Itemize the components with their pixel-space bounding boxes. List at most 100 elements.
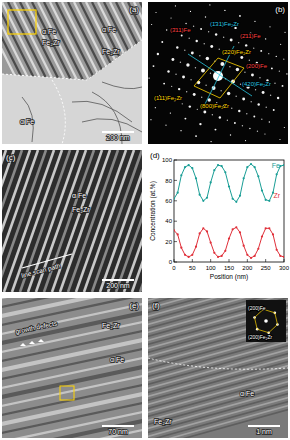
lamella bbox=[62, 2, 102, 82]
data-point bbox=[232, 198, 234, 200]
boundary bbox=[2, 40, 142, 80]
diffraction-spot bbox=[165, 125, 166, 126]
x-axis-label: Position (nm) bbox=[210, 273, 248, 281]
data-point bbox=[228, 237, 230, 239]
lamella bbox=[52, 150, 102, 292]
lamella bbox=[100, 150, 142, 292]
data-point bbox=[202, 200, 204, 202]
diffraction-spot bbox=[266, 107, 267, 108]
y-tick bbox=[174, 221, 177, 222]
diffraction-spot bbox=[186, 91, 187, 92]
data-point bbox=[177, 233, 179, 235]
panel-label: (e) bbox=[129, 301, 139, 310]
diffraction-spot bbox=[284, 127, 285, 128]
data-point bbox=[239, 231, 241, 233]
diffraction-spot bbox=[269, 121, 270, 122]
annotation: Fe₂Zr bbox=[154, 418, 172, 425]
diffraction-spot bbox=[195, 135, 197, 137]
diffraction-spot bbox=[274, 82, 275, 83]
diffraction-spot bbox=[261, 119, 262, 120]
defect-arrow bbox=[20, 343, 26, 346]
x-tick-label: 100 bbox=[206, 265, 217, 271]
dislocation bbox=[82, 119, 142, 132]
lattice-fringe bbox=[148, 380, 288, 430]
lattice-fringe bbox=[148, 404, 288, 438]
lamella bbox=[2, 437, 142, 438]
lamella bbox=[92, 2, 132, 82]
diffraction-spot bbox=[229, 66, 230, 67]
data-point bbox=[206, 197, 208, 199]
lamella bbox=[2, 338, 142, 372]
y-tick-label: 60 bbox=[165, 198, 172, 204]
diffraction-spot bbox=[283, 58, 284, 59]
panel: α FeFe₂Zrline scan path(c)200 nm bbox=[0, 150, 190, 292]
data-point bbox=[224, 250, 226, 252]
diffraction-spot bbox=[189, 105, 191, 107]
figure: α FeFe₂Zrα FeFe₂Zrα Fe(a)200 nm(3̄11)Fe(… bbox=[0, 0, 290, 440]
data-point bbox=[188, 164, 190, 166]
lamella bbox=[26, 2, 66, 82]
data-point bbox=[265, 199, 267, 201]
diffraction-spot bbox=[148, 77, 149, 78]
legend-label: Zr bbox=[273, 192, 280, 199]
data-point bbox=[257, 175, 259, 177]
lamella bbox=[84, 150, 134, 292]
annotation: α Fe bbox=[20, 118, 34, 125]
y-tick-label: 80 bbox=[165, 178, 172, 184]
scale-label: 1 nm bbox=[256, 428, 272, 435]
data-point bbox=[254, 255, 256, 257]
panel: α FeFe₂Zr(200)Fe(200)Fe₂Zr(f)1 nm bbox=[128, 208, 290, 440]
diffraction-spot bbox=[224, 10, 225, 11]
annotation: growth defects bbox=[15, 319, 59, 336]
diffraction-spot bbox=[208, 98, 211, 101]
boundary bbox=[52, 80, 65, 144]
data-point bbox=[195, 177, 197, 179]
diffraction-spot bbox=[230, 38, 233, 41]
lamella bbox=[32, 2, 72, 82]
series-line bbox=[174, 227, 284, 258]
x-tick bbox=[192, 259, 193, 262]
x-tick-label: 200 bbox=[242, 265, 253, 271]
lamella bbox=[116, 150, 142, 292]
diffraction-spot bbox=[245, 44, 247, 46]
diffraction-spot bbox=[204, 43, 205, 44]
data-point bbox=[184, 166, 186, 168]
fft-center bbox=[264, 319, 268, 323]
diffraction-spot bbox=[170, 112, 171, 113]
data-point bbox=[250, 163, 252, 165]
x-tick bbox=[284, 259, 285, 262]
y-tick-label: 40 bbox=[165, 218, 172, 224]
diffraction-spot bbox=[282, 85, 284, 87]
y-tick bbox=[174, 241, 177, 242]
lamella bbox=[108, 150, 142, 292]
zone-line bbox=[204, 46, 234, 106]
zone-line bbox=[188, 54, 252, 96]
diffraction-spot bbox=[170, 17, 171, 18]
panel-label: (b) bbox=[275, 5, 285, 14]
data-point bbox=[174, 198, 175, 200]
lamella bbox=[2, 374, 142, 408]
data-point bbox=[199, 232, 201, 234]
annotation: α Fe bbox=[72, 192, 86, 199]
y-tick-label: 100 bbox=[162, 157, 173, 163]
panel-label: (d) bbox=[150, 151, 160, 160]
diffraction-spot bbox=[193, 93, 196, 96]
data-point bbox=[257, 248, 259, 250]
lamella bbox=[2, 347, 142, 381]
data-point bbox=[261, 190, 263, 192]
diffraction-spot bbox=[253, 116, 255, 118]
micrograph bbox=[148, 298, 288, 438]
scale-bar bbox=[102, 131, 134, 133]
diffraction-spot bbox=[271, 67, 273, 69]
data-point bbox=[210, 242, 212, 244]
diffraction-spot bbox=[206, 57, 209, 60]
diffraction-spot bbox=[242, 98, 245, 101]
x-tick-label: 50 bbox=[189, 265, 196, 271]
diffraction-spot bbox=[210, 73, 211, 74]
data-point bbox=[221, 255, 223, 257]
diffraction-spot bbox=[163, 83, 165, 85]
background bbox=[148, 2, 288, 144]
scale-label: 200 nm bbox=[106, 134, 130, 141]
data-point bbox=[283, 164, 284, 166]
diffraction-spot bbox=[270, 95, 271, 96]
